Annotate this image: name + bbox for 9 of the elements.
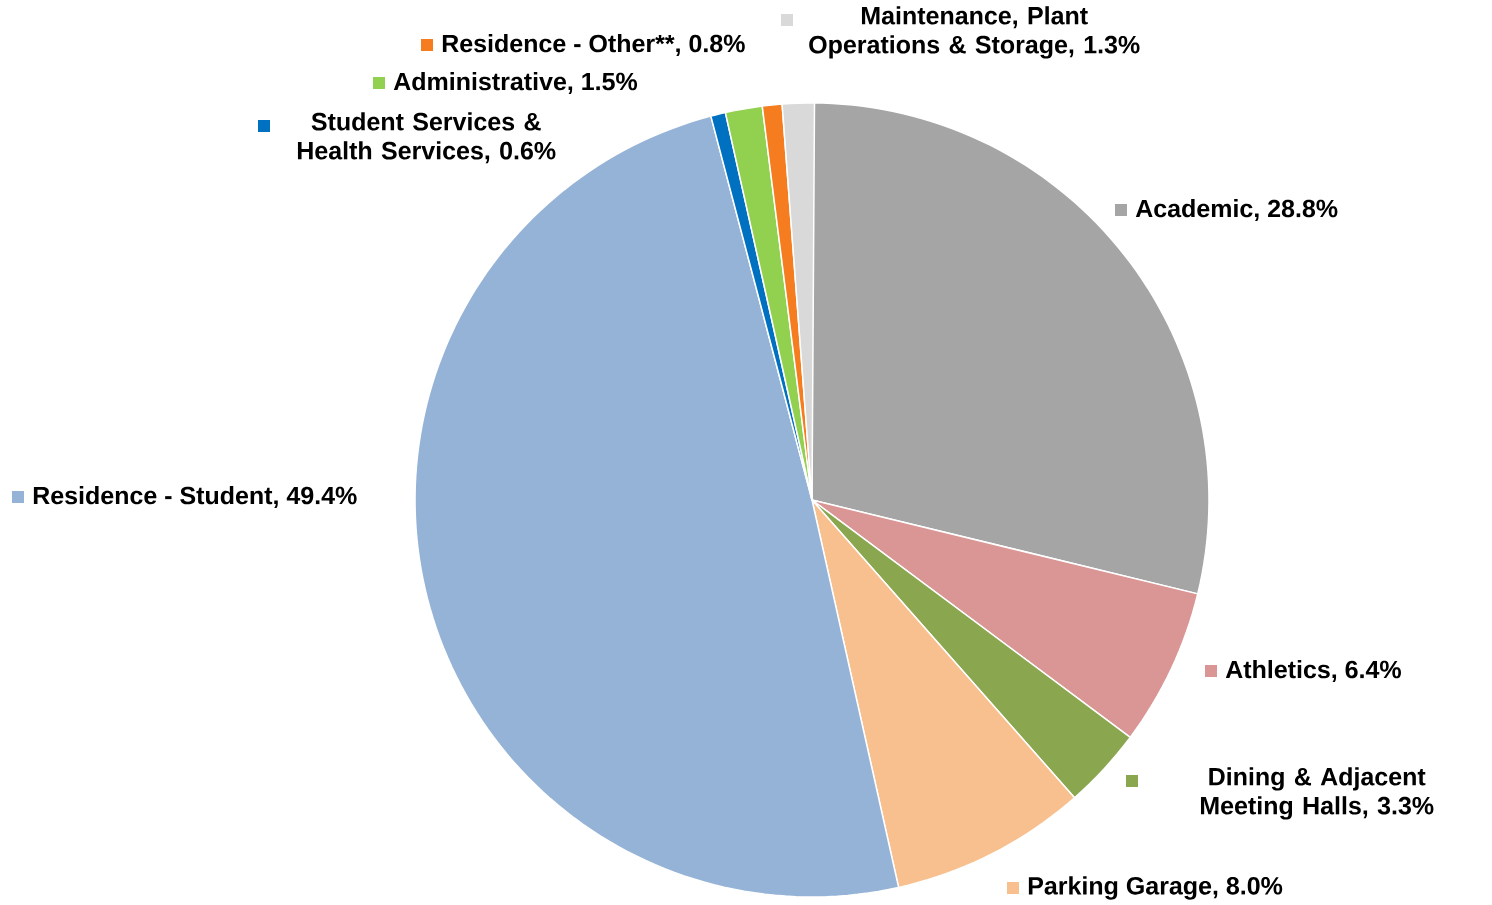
legend-label: Athletics, 6.4% [1225, 659, 1401, 682]
legend-label: Parking Garage, 8.0% [1028, 876, 1283, 900]
legend-label: Student Services & Health Services, 0.6% [297, 112, 556, 164]
legend-label: Administrative, 1.5% [393, 72, 638, 94]
slice-label: Dining & Adjacent Meeting Halls, 3.3% [1200, 767, 1434, 820]
legend-label: Residence - Student, 49.4% [33, 485, 357, 508]
legend-label: Academic, 28.8% [1135, 199, 1338, 221]
slice-label: Maintenance, Plant Operations & Storage, 1.3% [809, 6, 1140, 59]
legend-label: Residence - Other**, 0.8% [442, 34, 745, 56]
